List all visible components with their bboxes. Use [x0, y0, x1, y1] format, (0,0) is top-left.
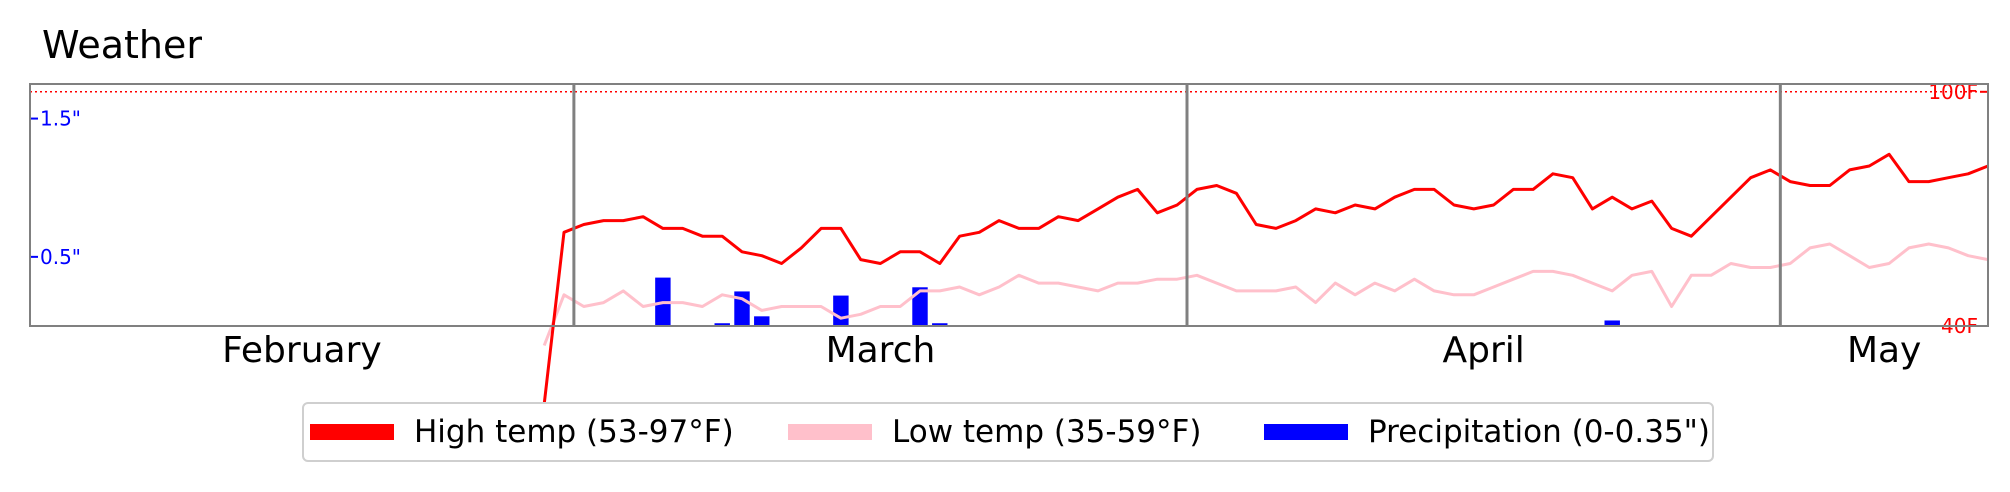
month-label: April: [1443, 330, 1525, 371]
precip-tick-label: 0.5": [40, 245, 81, 269]
legend-swatch-precipitation: [1264, 424, 1348, 440]
legend-item-high-temp: High temp (53-97°F): [310, 404, 734, 460]
plot-background: [30, 84, 1988, 326]
precip-bar: [932, 323, 948, 326]
legend-item-low-temp: Low temp (35-59°F): [788, 404, 1201, 460]
month-label: May: [1847, 330, 1921, 371]
precip-bar: [833, 295, 849, 326]
chart-title: Weather: [42, 23, 202, 67]
legend-label-high-temp: High temp (53-97°F): [414, 414, 734, 450]
precip-bar: [1604, 320, 1620, 326]
high-temp-line: [542, 152, 1989, 405]
legend-swatch-low-temp: [788, 424, 872, 440]
legend-label-precipitation: Precipitation (0-0.35"): [1368, 414, 1710, 450]
legend-label-low-temp: Low temp (35-59°F): [892, 414, 1202, 450]
legend-item-precipitation: Precipitation (0-0.35"): [1264, 404, 1710, 460]
precip-bar: [912, 287, 928, 326]
legend-swatch-high-temp: [310, 424, 394, 440]
month-label: March: [826, 330, 936, 371]
month-label: February: [222, 330, 382, 371]
precip-bar: [754, 316, 770, 326]
precip-bar: [714, 323, 730, 326]
low-temp-line: [542, 242, 1989, 347]
precip-tick-label: 1.5": [40, 107, 81, 131]
plot-frame: [29, 83, 1989, 327]
legend: High temp (53-97°F) Low temp (35-59°F) P…: [302, 402, 1714, 462]
